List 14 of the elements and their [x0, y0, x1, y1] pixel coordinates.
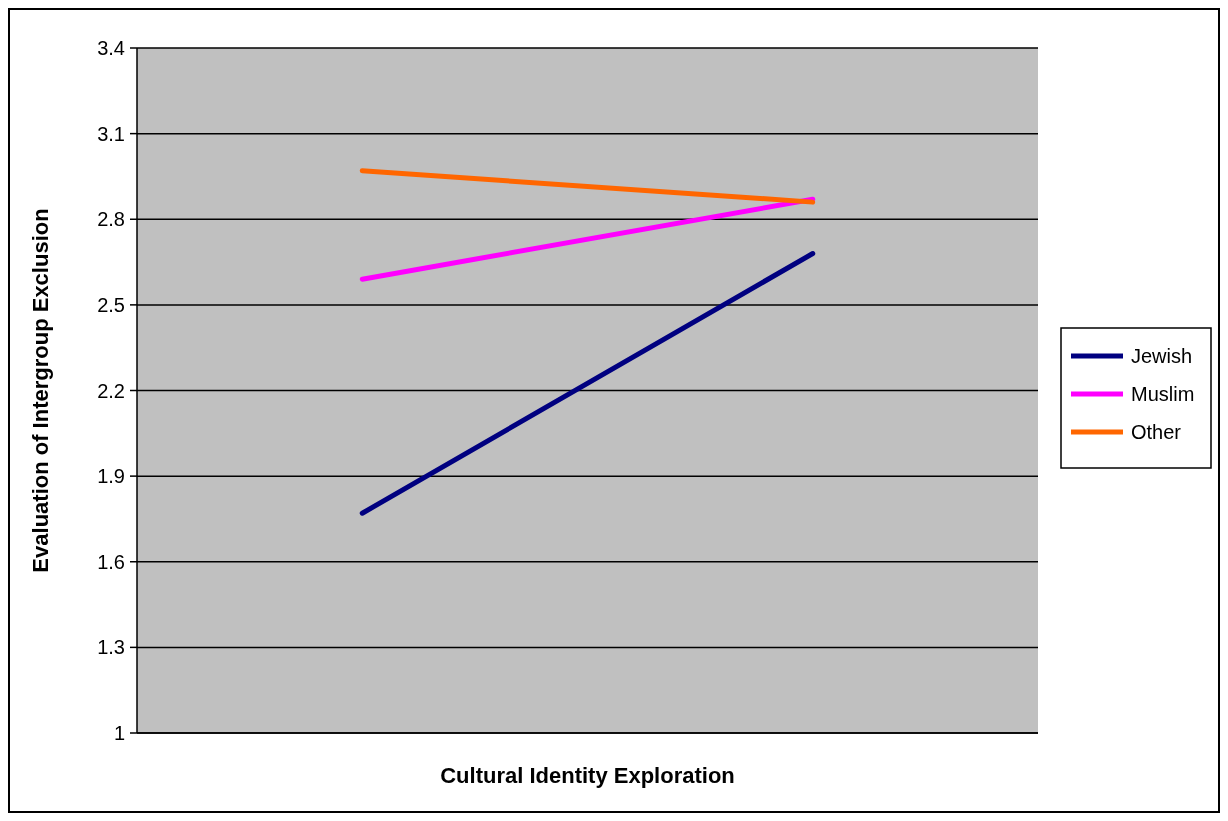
y-tick-label: 2.8 — [97, 208, 125, 231]
legend-label: Jewish — [1131, 345, 1193, 367]
y-tick-label: 1 — [113, 722, 125, 744]
x-axis-title: Cultural Identity Exploration — [440, 763, 735, 788]
y-axis-title: Evaluation of Intergroup Exclusion — [28, 208, 53, 573]
y-tick-label: 2.5 — [97, 293, 125, 316]
y-tick-label: 3.1 — [97, 122, 125, 145]
y-tick-label: 3.4 — [97, 37, 125, 59]
y-tick-label: 2.2 — [97, 379, 125, 402]
legend-label: Other — [1131, 421, 1182, 443]
y-tick-label: 1.3 — [97, 636, 125, 659]
legend-label: Muslim — [1131, 383, 1195, 405]
y-tick-label: 1.9 — [97, 465, 125, 488]
y-tick-label: 1.6 — [97, 550, 125, 573]
